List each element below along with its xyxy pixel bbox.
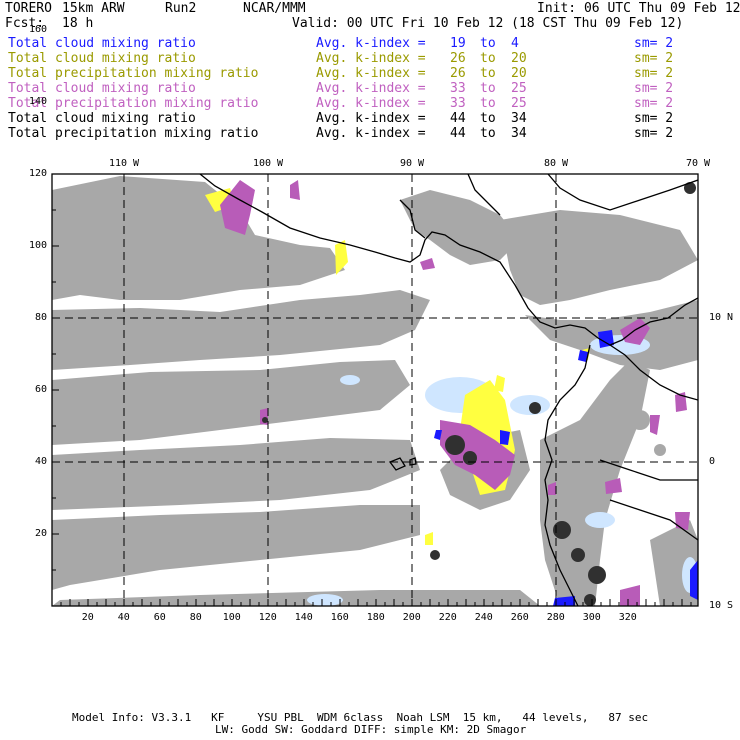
legend-smoothing: sm= 2 xyxy=(634,96,674,111)
fcst-value: 18 h xyxy=(62,16,94,31)
legend-k-start: 33 xyxy=(450,96,466,111)
model-resolution: 15km ARW xyxy=(62,1,125,16)
legend-field: Total precipitation mixing ratio xyxy=(8,96,259,111)
legend-k-start: 33 xyxy=(450,81,466,96)
lon-label: 110 W xyxy=(108,158,140,169)
legend-field: Total precipitation mixing ratio xyxy=(8,126,259,141)
x-tick-label: 220 xyxy=(438,612,457,623)
field-layer xyxy=(52,174,698,606)
lat-label: 10 S xyxy=(709,600,734,611)
legend-to: to xyxy=(480,111,496,126)
lat-lon-grid xyxy=(52,174,698,606)
legend-stat: Avg. k-index = xyxy=(316,36,426,51)
footer-physics: LW: Godd SW: Goddard DIFF: simple KM: 2D… xyxy=(215,723,527,736)
legend-k-end: 4 xyxy=(511,36,519,51)
legend-stat: Avg. k-index = xyxy=(316,51,426,66)
lon-label: 80 W xyxy=(543,158,569,169)
legend-k-start: 26 xyxy=(450,66,466,81)
legend-to: to xyxy=(480,126,496,141)
legend-stat: Avg. k-index = xyxy=(316,66,426,81)
legend-k-end: 34 xyxy=(511,111,527,126)
x-tick-label: 300 xyxy=(582,612,601,623)
lat-label: 10 N xyxy=(709,312,734,323)
y-tick-label: 160 xyxy=(28,24,47,35)
x-tick-label: 320 xyxy=(618,612,637,623)
cloud-blue-field xyxy=(434,330,698,606)
x-tick-label: 80 xyxy=(189,612,202,623)
legend-k-end: 20 xyxy=(511,51,527,66)
y-tick-label: 40 xyxy=(34,456,47,467)
legend-to: to xyxy=(480,51,496,66)
y-tick-label: 80 xyxy=(34,312,47,323)
x-tick-label: 260 xyxy=(510,612,529,623)
cloud-gray-field xyxy=(52,176,698,606)
legend-field: Total cloud mixing ratio xyxy=(8,36,196,51)
legend-k-start: 19 xyxy=(450,36,466,51)
y-tick-label: 100 xyxy=(28,240,47,251)
legend-smoothing: sm= 2 xyxy=(634,111,674,126)
legend-field: Total cloud mixing ratio xyxy=(8,81,196,96)
x-tick-label: 100 xyxy=(222,612,241,623)
axis-ticks xyxy=(52,173,692,606)
legend-field: Total cloud mixing ratio xyxy=(8,111,196,126)
x-tick-label: 140 xyxy=(294,612,313,623)
lat-label: 0 xyxy=(709,456,716,467)
model-name: TORERO xyxy=(5,1,52,16)
legend-smoothing: sm= 2 xyxy=(634,66,674,81)
model-run: Run2 xyxy=(165,1,197,16)
y-tick-label: 20 xyxy=(34,528,47,539)
legend-stat: Avg. k-index = xyxy=(316,126,426,141)
legend-smoothing: sm= 2 xyxy=(634,126,674,141)
y-tick-label: 120 xyxy=(28,168,47,179)
x-tick-label: 200 xyxy=(402,612,421,623)
fcst-label: Fcst: xyxy=(5,16,45,31)
y-tick-label: 140 xyxy=(28,96,47,107)
x-tick-label: 20 xyxy=(81,612,94,623)
legend-k-start: 44 xyxy=(450,111,466,126)
legend-stat: Avg. k-index = xyxy=(316,81,426,96)
legend-to: to xyxy=(480,81,496,96)
legend-k-end: 25 xyxy=(511,96,527,111)
legend-field: Total cloud mixing ratio xyxy=(8,51,196,66)
legend-to: to xyxy=(480,66,496,81)
legend-to: to xyxy=(480,96,496,111)
x-tick-label: 240 xyxy=(474,612,493,623)
x-tick-label: 160 xyxy=(330,612,349,623)
x-tick-label: 40 xyxy=(117,612,130,623)
x-tick-label: 280 xyxy=(546,612,565,623)
cloud-black-field xyxy=(262,182,696,606)
valid-time: Valid: 00 UTC Fri 10 Feb 12 (18 CST Thu … xyxy=(292,16,684,31)
legend-stat: Avg. k-index = xyxy=(316,111,426,126)
footer-model-info: Model Info: V3.3.1 KF YSU PBL WDM 6class… xyxy=(72,711,649,724)
legend-smoothing: sm= 2 xyxy=(634,81,674,96)
legend-k-start: 44 xyxy=(450,126,466,141)
legend-smoothing: sm= 2 xyxy=(634,36,674,51)
init-time: Init: 06 UTC Thu 09 Feb 12 xyxy=(537,1,740,16)
legend-field: Total precipitation mixing ratio xyxy=(8,66,259,81)
x-tick-label: 180 xyxy=(366,612,385,623)
x-tick-label: 120 xyxy=(258,612,277,623)
lon-label: 100 W xyxy=(252,158,284,169)
x-tick-label: 60 xyxy=(153,612,166,623)
legend-stat: Avg. k-index = xyxy=(316,96,426,111)
model-org: NCAR/MMM xyxy=(243,1,306,16)
legend-smoothing: sm= 2 xyxy=(634,51,674,66)
lon-label: 90 W xyxy=(399,158,425,169)
legend-k-end: 20 xyxy=(511,66,527,81)
legend-k-end: 34 xyxy=(511,126,527,141)
legend-to: to xyxy=(480,36,496,51)
y-tick-label: 60 xyxy=(34,384,47,395)
legend-k-end: 25 xyxy=(511,81,527,96)
legend-k-start: 26 xyxy=(450,51,466,66)
lon-label: 70 W xyxy=(685,158,711,169)
